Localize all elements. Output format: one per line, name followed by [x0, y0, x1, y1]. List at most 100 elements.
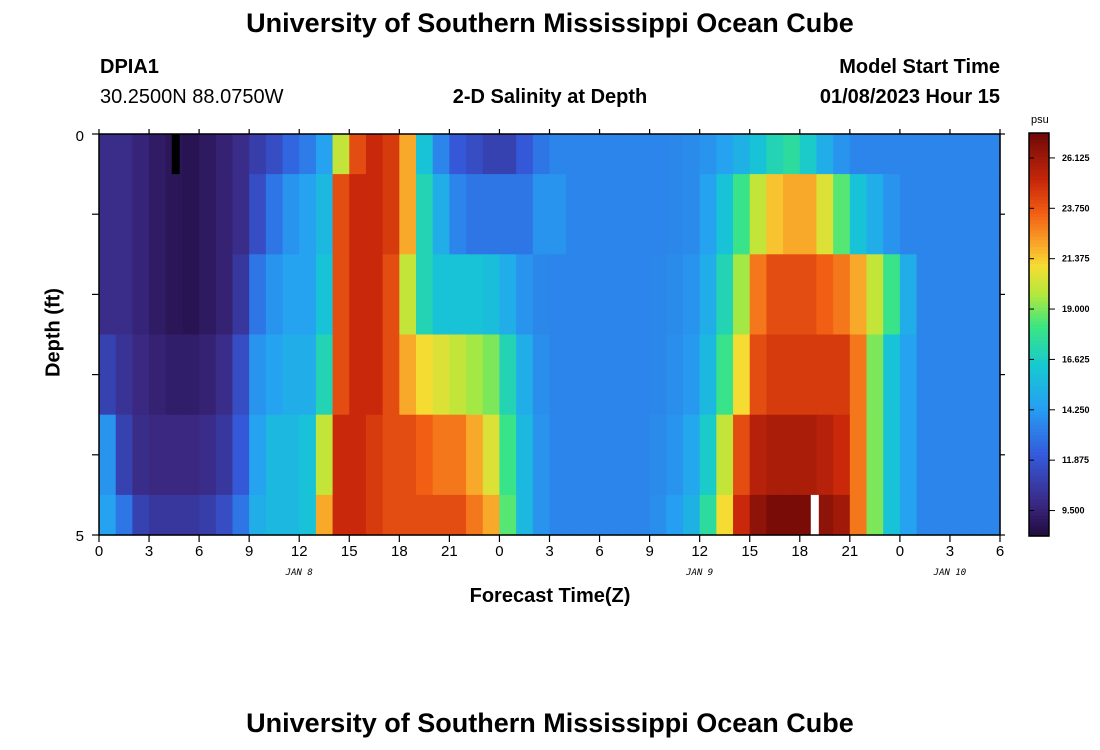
colorbar-swatch: [1029, 458, 1049, 463]
x-tick-label: 3: [945, 543, 955, 560]
chart-title: 2-D Salinity at Depth: [452, 86, 648, 108]
heatmap-cell: [232, 174, 250, 255]
colorbar-swatch: [1029, 210, 1049, 215]
heatmap-cell: [349, 334, 367, 416]
colorbar-swatch: [1029, 378, 1049, 383]
colorbar-swatch: [1029, 398, 1049, 403]
x-tick-label: 0: [895, 543, 905, 560]
colorbar-swatch: [1029, 344, 1049, 349]
heatmap-cell: [199, 414, 217, 496]
footer-title: University of Southern Mississippi Ocean…: [246, 708, 854, 738]
colorbar-swatch: [1029, 297, 1049, 302]
heatmap-cell: [249, 494, 267, 536]
colorbar-swatch: [1029, 223, 1049, 228]
heatmap-cell: [616, 494, 634, 536]
heatmap-cell: [949, 174, 968, 255]
heatmap-cell: [399, 254, 417, 336]
heatmap-cell: [282, 134, 300, 175]
colorbar-swatch: [1029, 227, 1049, 231]
colorbar-swatch: [1029, 368, 1049, 373]
heatmap-cell: [466, 494, 484, 536]
heatmap-cell: [833, 494, 851, 536]
colorbar-swatch: [1029, 156, 1049, 161]
colorbar-swatch: [1029, 401, 1049, 406]
heatmap-cell: [249, 174, 267, 255]
colorbar-swatch: [1029, 277, 1049, 282]
heatmap-cell: [466, 334, 484, 416]
heatmap-cell: [983, 414, 1001, 496]
heatmap-cell: [132, 134, 150, 175]
colorbar-swatch: [1029, 445, 1049, 450]
colorbar-swatch: [1029, 300, 1049, 305]
heatmap-cell: [666, 254, 684, 336]
heatmap-cell: [399, 414, 417, 496]
heatmap-cell: [349, 134, 367, 175]
heatmap-cell: [966, 494, 984, 536]
colorbar-swatch: [1029, 478, 1049, 483]
heatmap-cell: [582, 134, 601, 175]
colorbar-swatch: [1029, 310, 1049, 315]
x-tick-labels: 0 3 6 9 12 15 18 21 0 3 6 9 12 15 18 21 0 3 6: [0, 543, 1100, 565]
colorbar-swatch: [1029, 358, 1049, 362]
heatmap-cell: [883, 414, 901, 496]
heatmap-cell: [816, 174, 834, 255]
heatmap-cell: [599, 254, 617, 336]
x-tick-label: 6: [595, 543, 604, 560]
colorbar-ticks: 26.125 23.750 21.375 19.000 16.625 14.250 11.8…: [1029, 153, 1090, 516]
heatmap-cell: [849, 174, 868, 255]
colorbar-swatch: [1029, 324, 1049, 329]
heatmap-cell: [949, 134, 968, 175]
colorbar-swatch: [1029, 455, 1049, 460]
heatmap-cell: [299, 134, 317, 175]
heatmap-cell: [99, 254, 117, 336]
colorbar-swatch: [1029, 143, 1049, 148]
heatmap-cell: [532, 254, 551, 336]
heatmap-cell: [916, 134, 934, 175]
heatmap-cell: [532, 174, 551, 255]
date-labels: JAN 8 JAN 9 JAN 10: [0, 568, 1100, 582]
colorbar-swatch: [1029, 307, 1049, 312]
colorbar-swatch: [1029, 206, 1049, 211]
heatmap-cell: [649, 174, 667, 255]
colorbar-tick-label: 11.875: [1062, 455, 1089, 465]
heatmap-cell: [132, 254, 150, 336]
colorbar-swatch: [1029, 216, 1049, 221]
heatmap-cell: [249, 254, 267, 336]
colorbar-swatch: [1029, 304, 1049, 309]
heatmap-cell: [883, 494, 901, 536]
heatmap-cell: [499, 414, 517, 496]
heatmap-cell: [666, 134, 684, 175]
heatmap-cell: [716, 414, 734, 496]
heatmap-cell: [365, 334, 384, 416]
axis-ticks: [92, 129, 1005, 542]
heatmap-cell: [566, 494, 584, 536]
heatmap-cell: [833, 134, 851, 175]
heatmap-cell: [666, 174, 684, 255]
heatmap-cell: [883, 174, 901, 255]
heatmap-cell: [282, 334, 300, 416]
heatmap-cell: [416, 414, 434, 496]
heatmap-cell: [516, 334, 534, 416]
heatmap-cell: [499, 334, 517, 416]
x-axis-label: Forecast Time(Z): [469, 585, 631, 607]
heatmap-cell: [315, 174, 334, 255]
heatmap-cell: [582, 254, 601, 336]
heatmap-cell: [516, 414, 534, 496]
heatmap-cell: [99, 174, 117, 255]
heatmap-cell: [749, 254, 768, 336]
heatmap-cell: [532, 134, 551, 175]
colorbar-swatch: [1029, 213, 1049, 218]
heatmap-cell: [749, 134, 768, 175]
heatmap-cell: [899, 414, 918, 496]
heatmap-markers: [171, 134, 819, 535]
x-tick-label: 15: [741, 543, 759, 560]
heatmap-cell: [716, 334, 734, 416]
heatmap-cell: [699, 134, 717, 175]
heatmap-cell: [466, 414, 484, 496]
heatmap-cell: [265, 414, 284, 496]
heatmap-cell: [933, 174, 951, 255]
heatmap-cell: [165, 414, 184, 496]
colorbar-swatch: [1029, 374, 1049, 379]
heatmap-cell: [199, 254, 217, 336]
heatmap-cell: [582, 414, 601, 496]
